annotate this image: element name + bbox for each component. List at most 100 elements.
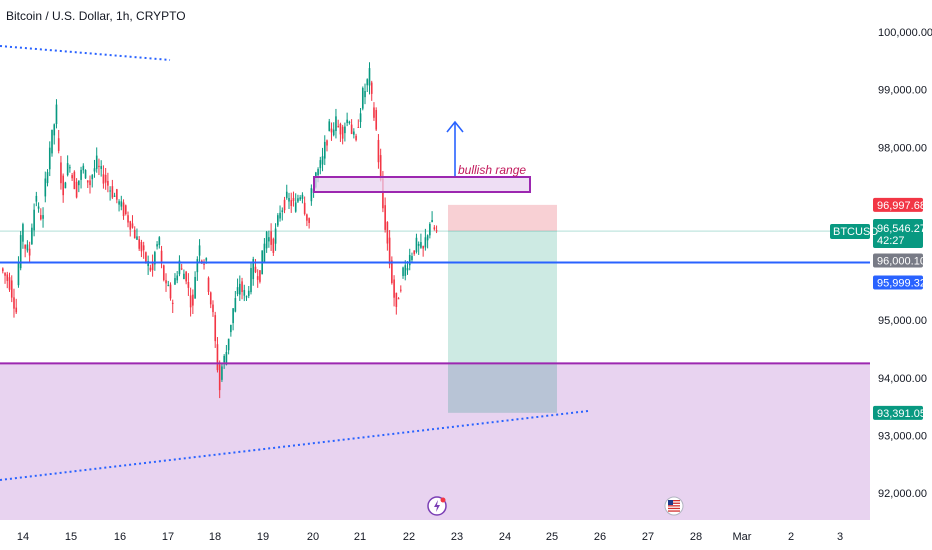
candle-body (180, 268, 183, 270)
x-tick-label: 16 (114, 531, 126, 543)
y-tick-label: 95,000.00 (878, 315, 927, 327)
candle-body (279, 212, 281, 219)
candle-body (80, 169, 82, 180)
candle-body (317, 169, 319, 175)
candle-body (33, 209, 35, 231)
candle (142, 241, 145, 259)
candle-body (142, 245, 145, 251)
candle-body (270, 231, 272, 245)
candle-body (323, 141, 326, 159)
candle (221, 362, 223, 382)
candle (346, 112, 348, 127)
candle-body (212, 304, 214, 313)
candle-body (435, 230, 438, 232)
candle (279, 205, 281, 222)
candle-body (178, 260, 181, 275)
flag-stripe (668, 500, 680, 502)
candle (426, 234, 429, 249)
x-tick-label: 3 (837, 531, 843, 543)
candle (124, 204, 127, 216)
candle (245, 295, 248, 301)
candle (31, 223, 33, 245)
candle (370, 80, 373, 101)
x-tick-label: 18 (209, 531, 221, 543)
candle (216, 337, 219, 373)
candle-body (359, 113, 362, 123)
candle-body (55, 104, 58, 125)
flag-stripe (668, 502, 680, 504)
candle (40, 208, 42, 221)
x-tick-label: 15 (65, 531, 77, 543)
candle (297, 194, 299, 203)
candle (89, 175, 91, 194)
candle (149, 264, 152, 272)
candle-body (214, 315, 217, 342)
candle (44, 171, 47, 203)
us-flag-event-icon[interactable] (664, 496, 684, 516)
candle-body (339, 123, 342, 135)
support-trendline[interactable] (0, 410, 589, 481)
candle-body (357, 126, 360, 128)
candle (194, 271, 196, 299)
x-tick-label: 23 (451, 531, 463, 543)
candle (429, 222, 431, 239)
candle (8, 272, 11, 292)
candle (98, 158, 100, 176)
candle-body (131, 223, 134, 228)
candle-body (239, 283, 241, 295)
flag-stripe (668, 505, 680, 507)
candle (247, 286, 250, 299)
lightning-event-icon[interactable] (427, 496, 447, 516)
candle-body (198, 245, 201, 256)
candle (301, 192, 304, 204)
candle-body (207, 277, 210, 292)
candle-body (221, 366, 223, 380)
candle-body (256, 276, 259, 280)
candle-body (402, 267, 404, 276)
candle-body (375, 110, 378, 130)
candle-body (433, 227, 436, 230)
candle-body (19, 235, 22, 269)
candle (402, 266, 404, 279)
candle (223, 354, 225, 369)
ticker-text: BTCUSD (833, 226, 878, 238)
candle (198, 239, 201, 263)
candle (133, 226, 136, 239)
candle (82, 163, 85, 174)
candle (339, 122, 342, 142)
candle (433, 225, 436, 231)
candle (290, 192, 293, 213)
green-price-text: 93,391.05 (877, 408, 926, 420)
candle-body (78, 180, 80, 186)
candle-body (145, 252, 147, 262)
candle (156, 241, 158, 250)
candle-body (44, 178, 47, 197)
candle-body (297, 198, 299, 202)
candle-body (415, 237, 418, 252)
candle (207, 276, 210, 295)
bullish-range-box[interactable] (313, 176, 531, 193)
candle (328, 118, 331, 132)
candle-body (174, 278, 176, 285)
candle (422, 245, 424, 257)
candle-body (288, 198, 290, 202)
candle (183, 269, 185, 280)
candle (250, 262, 252, 295)
candle-body (364, 90, 366, 98)
candle-body (348, 121, 351, 124)
candle-body (344, 126, 346, 134)
candle (66, 155, 69, 177)
candle-body (426, 235, 429, 241)
resistance-trendline[interactable] (0, 45, 171, 61)
candle (107, 172, 109, 193)
candle (337, 119, 340, 128)
candle-body (272, 238, 275, 253)
candle-body (154, 252, 156, 265)
candle (91, 174, 94, 188)
candle (120, 195, 123, 211)
candle-body (8, 277, 11, 290)
candle (417, 241, 420, 255)
candle (15, 298, 18, 314)
candle (408, 248, 411, 271)
